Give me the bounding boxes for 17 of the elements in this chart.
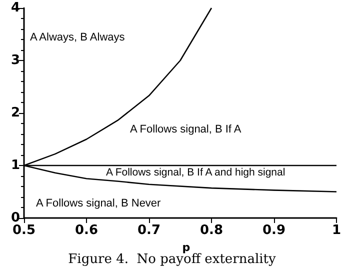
x-tick-label: 0.8 — [200, 223, 223, 238]
text: Figure 4. No payoff externality — [68, 252, 276, 267]
x-tick-label: 0.9 — [262, 223, 286, 238]
annotation: A Follows signal, B If A — [130, 124, 242, 136]
annotation: A Follows signal, B Never — [36, 198, 162, 210]
annotation: A Follows signal, B If A and high signal — [106, 166, 286, 178]
y-tick-label: 0 — [10, 210, 20, 226]
x-tick-label: 0.5 — [12, 223, 36, 238]
y-tick-label: 4 — [10, 0, 20, 16]
x-tick-label: 0.6 — [74, 223, 98, 238]
annotation: A Always, B Always — [30, 32, 126, 44]
x-tick-label: 1 — [332, 223, 341, 238]
y-tick-label: 3 — [10, 53, 20, 68]
x-axis-title: p — [182, 240, 190, 254]
x-tick-label: 0.7 — [137, 223, 161, 238]
y-tick-label: 1 — [10, 158, 20, 173]
y-tick-label: 2 — [10, 106, 20, 120]
